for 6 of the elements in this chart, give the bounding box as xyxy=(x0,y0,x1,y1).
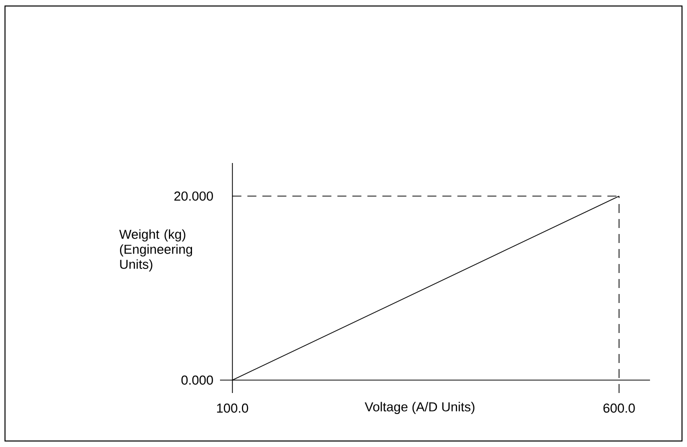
y-axis-title: Weight (kg) (Engineering Units) xyxy=(119,229,192,272)
x-tick-label: 600.0 xyxy=(603,404,635,413)
x-tick-label: 100.0 xyxy=(217,404,248,413)
y-tick-label: 20.000 xyxy=(174,192,213,201)
x-axis-title: Voltage (A/D Units) xyxy=(364,402,474,414)
y-tick-label: 0.000 xyxy=(181,376,213,385)
